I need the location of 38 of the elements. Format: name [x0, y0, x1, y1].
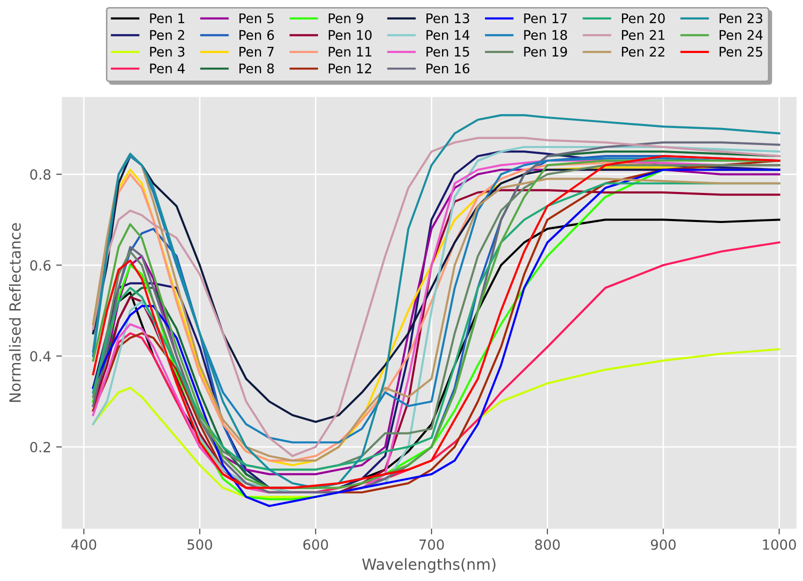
x-axis-title: Wavelengths(nm) — [362, 558, 496, 573]
legend-label: Pen 1 — [150, 13, 184, 24]
y-tick-label: 0.2 — [30, 442, 50, 452]
legend-label: Pen 16 — [426, 63, 470, 74]
legend-label: Pen 10 — [328, 30, 372, 40]
legend-label: Pen 17 — [524, 13, 567, 24]
legend-label: Pen 5 — [239, 13, 274, 24]
legend-label: Pen 6 — [239, 30, 274, 40]
legend-label: Pen 23 — [720, 13, 762, 24]
legend-label: Pen 25 — [720, 46, 762, 57]
y-tick-label: 0.8 — [30, 169, 50, 180]
legend-label: Pen 14 — [426, 30, 470, 40]
legend-label: Pen 19 — [524, 46, 567, 57]
x-tick-label: 1000 — [763, 539, 796, 550]
legend-label: Pen 15 — [426, 46, 470, 57]
legend-label: Pen 18 — [524, 30, 567, 40]
y-tick-label: 0.6 — [30, 260, 51, 271]
y-tick-label: 0.4 — [30, 351, 51, 362]
legend-label: Pen 11 — [328, 46, 372, 57]
legend-label: Pen 8 — [239, 63, 274, 74]
y-axis-title: Normalised Reflectance — [8, 223, 21, 402]
legend-label: Pen 22 — [622, 46, 664, 57]
legend-label: Pen 13 — [426, 13, 470, 24]
legend-label: Pen 20 — [622, 13, 665, 24]
x-tick-label: 900 — [650, 539, 676, 550]
legend-label: Pen 24 — [720, 30, 763, 40]
legend-label: Pen 7 — [239, 46, 274, 57]
legend-label: Pen 2 — [150, 30, 184, 40]
x-tick-label: 600 — [303, 539, 328, 550]
x-tick-label: 700 — [419, 539, 444, 550]
legend-label: Pen 4 — [150, 64, 185, 74]
legend-label: Pen 3 — [150, 46, 184, 57]
legend-label: Pen 21 — [622, 30, 664, 40]
legend-label: Pen 12 — [328, 63, 372, 74]
x-tick-label: 800 — [535, 539, 560, 550]
legend-label: Pen 9 — [328, 13, 364, 24]
x-tick-label: 500 — [188, 539, 212, 550]
x-tick-label: 400 — [71, 539, 96, 550]
